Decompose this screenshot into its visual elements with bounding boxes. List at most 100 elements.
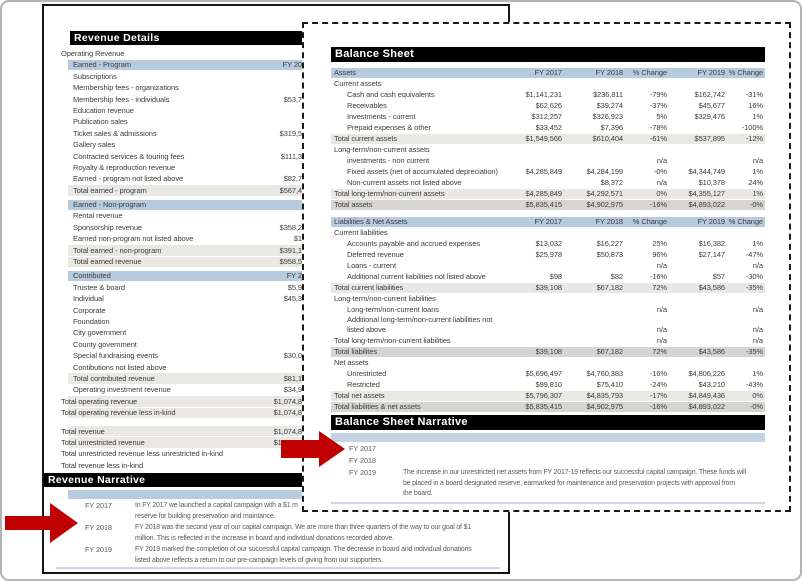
total-row: Total earned revenue $958,5 — [44, 256, 508, 267]
row-label: Subscriptions — [73, 71, 117, 81]
row-value: $43,586 — [698, 283, 726, 292]
row-label: Fixed assets (net of accumulated depreci… — [347, 167, 498, 176]
narrative-year-label: FY 2019 — [349, 468, 377, 477]
row-label: Total liabilites — [334, 347, 378, 356]
table-row: Foundation — [44, 316, 508, 327]
total-row: Total current assets $1,549,566 $610,404 -6… — [304, 133, 789, 144]
narrative-line: the board. — [403, 490, 433, 497]
row-label: Individual — [73, 294, 104, 304]
row-label: County government — [73, 339, 137, 349]
narrative-year-label: FY 2018 — [85, 523, 113, 533]
table-row: Cash and cash equivalents $1,141,231 $236,… — [304, 89, 789, 100]
row-label: Long-term/non-current liabilities — [334, 294, 436, 303]
row-value: $39,108 — [535, 347, 563, 356]
table-row: Publication sales — [44, 116, 508, 127]
total-row: Total net assets $5,796,307 $4,835,793 -17%… — [304, 390, 789, 401]
row-value: -35% — [745, 283, 763, 292]
narrative-line: reserve for building preservation and ma… — [135, 512, 276, 520]
table-row: Loans - current n/a n/a — [304, 260, 789, 271]
narrative-text: FY 2019 marked the completion of our suc… — [135, 545, 508, 566]
table-row: County government — [44, 339, 508, 350]
row-value: $326,923 — [592, 112, 624, 121]
table-row: Rental revenue — [44, 210, 508, 221]
row-label: Total revenue less in-kind — [61, 460, 144, 470]
row-value: $75,410 — [596, 380, 624, 389]
row-value: $27,147 — [698, 250, 726, 259]
narrative-line: million. This is reflected in the increa… — [135, 534, 394, 542]
row-value: $39,108 — [535, 283, 563, 292]
row-value: 24% — [748, 178, 763, 187]
row-value: n/a — [656, 178, 667, 187]
table-row: Total unrestricted revenue less unrestri… — [44, 448, 508, 459]
row-label: Total earned revenue — [73, 257, 142, 267]
row-band — [331, 216, 765, 227]
table-row: Total long-term/non-current liabilities n… — [304, 335, 789, 346]
row-value: $53,7 — [283, 94, 302, 104]
row-label: Foundation — [73, 316, 110, 326]
row-value: 25% — [652, 239, 667, 248]
row-label: Gallery sales — [73, 140, 116, 150]
row-value: $4,292,571 — [586, 189, 623, 198]
row-value: 16% — [748, 101, 763, 110]
narrative-header-band — [68, 490, 480, 500]
narrative-text — [403, 456, 789, 467]
row-label: Earned - Non-program — [73, 200, 147, 210]
table-row: Current assets — [304, 78, 789, 89]
row-value: $50,873 — [596, 250, 624, 259]
row-label: Liabilities & Net Assets — [334, 217, 408, 226]
row-value: $5,9 — [287, 282, 302, 292]
row-value: $43,210 — [698, 380, 726, 389]
row-value: % Change — [728, 68, 763, 77]
row-band — [331, 282, 765, 293]
table-row: Sponsorship revenue $358,2 — [44, 222, 508, 233]
narrative-text: In FY 2017 we launched a capital campaig… — [135, 501, 508, 522]
table-row: Investments - current $312,257 $326,923 5% $… — [304, 111, 789, 122]
balance-sheet-narrative-title: Balance Sheet Narrative — [335, 416, 468, 428]
row-label: Earned - program not listed above — [73, 174, 184, 184]
table-row: Earned non-program not listed above $1 — [44, 233, 508, 244]
total-row: Total long-term/non-current assets $4,285… — [304, 188, 789, 199]
row-band — [68, 185, 480, 196]
balance-sheet-page: Balance Sheet Assets FY 2017 FY 2018 % Chan… — [302, 22, 791, 512]
row-value: FY 2018 — [595, 217, 623, 226]
row-value: n/a — [752, 261, 763, 270]
row-value: 1% — [752, 239, 763, 248]
row-value: -35% — [745, 347, 763, 356]
table-row: City government — [44, 327, 508, 338]
row-value: 72% — [652, 347, 667, 356]
row-value: -16% — [649, 272, 667, 281]
row-label: Deferred revenue — [347, 250, 404, 259]
row-value: $10,378 — [698, 178, 726, 187]
row-value: $1,074,8 — [273, 396, 303, 406]
row-label: Investments - current — [347, 112, 416, 121]
row-label: Total net assets — [334, 391, 385, 400]
narrative-line: be placed in a board designated reserve,… — [403, 479, 735, 487]
row-value: FY 2019 — [697, 217, 725, 226]
row-band — [68, 373, 480, 384]
row-value: $7,396 — [600, 123, 623, 132]
table-row: Additional long-term/non-current liabili… — [304, 315, 789, 335]
narrative-header-band — [331, 433, 765, 442]
row-label: Total operating revenue — [61, 396, 138, 406]
row-label: Contributed — [73, 271, 111, 281]
row-value: $45,3 — [283, 294, 302, 304]
row-label: listed above — [347, 325, 386, 334]
table-row: Fixed assets (net of accumulated depreci… — [304, 166, 789, 177]
row-band — [68, 245, 480, 256]
row-value: $4,902,975 — [586, 402, 623, 411]
row-label: Contibutions not listed above — [73, 362, 167, 372]
table-row: Royalty & reproduction revenue — [44, 162, 508, 173]
row-label: Long-term/non-current assets — [334, 145, 430, 154]
total-row: Total liabilities & net assets $5,835,415… — [304, 401, 789, 412]
row-label: Special fundraising events — [73, 351, 158, 361]
row-value: $4,284,199 — [586, 167, 623, 176]
narrative-line: In FY 2017 we launched a capital campaig… — [135, 502, 298, 510]
row-band — [68, 199, 480, 210]
row-label: Long-term/non-current loans — [347, 305, 439, 314]
narrative-item: FY 2017 In FY 2017 we launched a capital … — [44, 501, 508, 522]
row-value: 1% — [752, 369, 763, 378]
row-label: Total earned - non-program — [73, 245, 162, 255]
total-row: Total revenue $1,074,8 — [44, 426, 508, 437]
narrative-line: listed above reflects a return to our pr… — [135, 556, 384, 564]
row-label: Education revenue — [73, 105, 134, 115]
